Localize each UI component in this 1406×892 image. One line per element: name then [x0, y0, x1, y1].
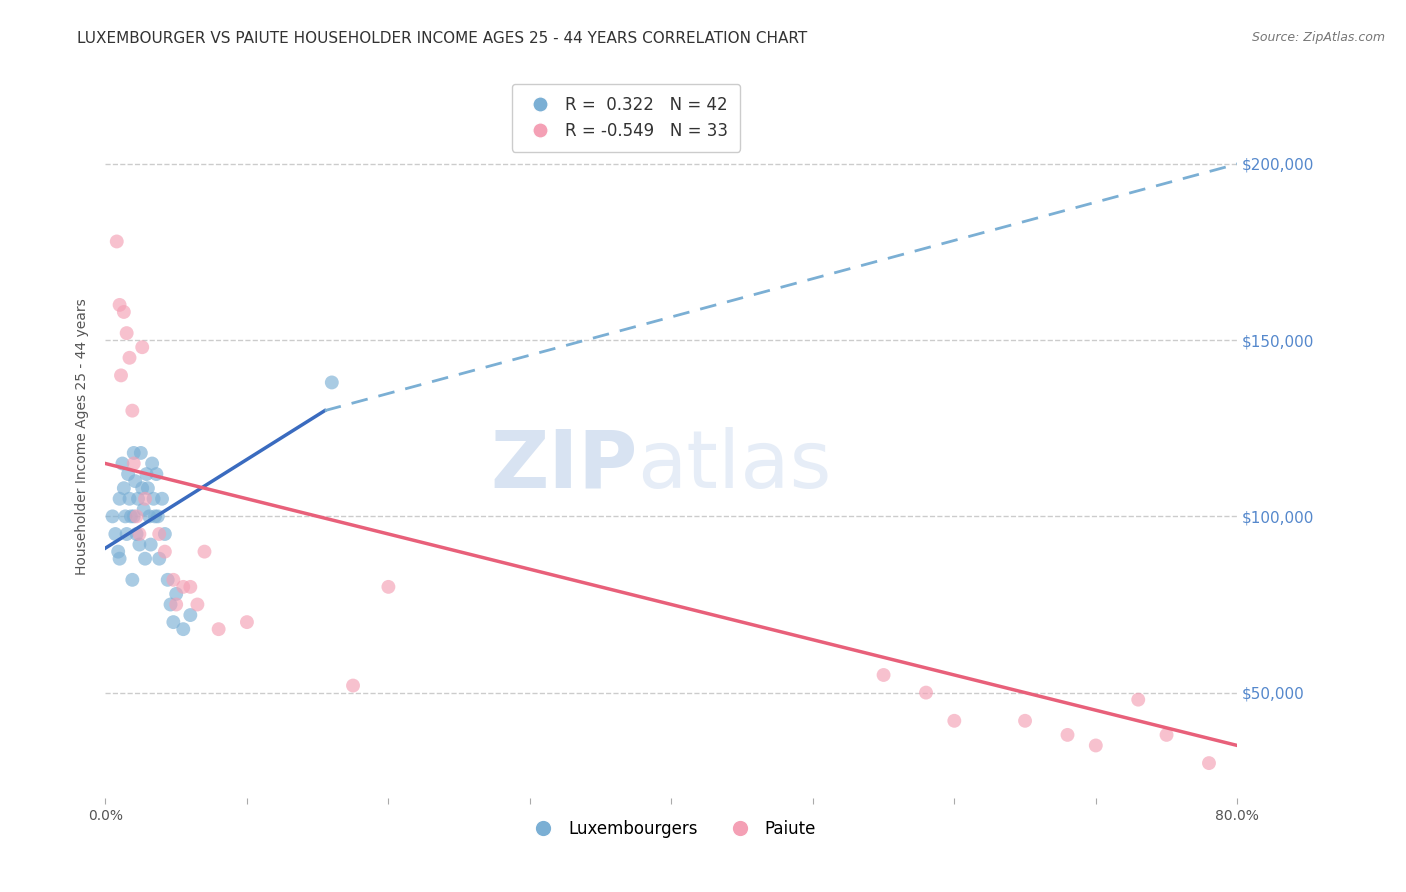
Point	[101, 509, 124, 524]
Point	[156, 573, 179, 587]
Point	[872, 668, 894, 682]
Point	[125, 509, 148, 524]
Point	[118, 351, 141, 365]
Point	[107, 544, 129, 558]
Point	[128, 538, 150, 552]
Point	[142, 491, 165, 506]
Point	[112, 305, 135, 319]
Point	[165, 598, 187, 612]
Point	[115, 527, 138, 541]
Point	[138, 509, 160, 524]
Point	[1198, 756, 1220, 770]
Point	[943, 714, 966, 728]
Point	[1156, 728, 1178, 742]
Point	[159, 598, 181, 612]
Point	[129, 446, 152, 460]
Point	[117, 467, 139, 481]
Point	[121, 403, 143, 417]
Point	[1128, 692, 1150, 706]
Point	[153, 527, 176, 541]
Point	[153, 544, 176, 558]
Y-axis label: Householder Income Ages 25 - 44 years: Householder Income Ages 25 - 44 years	[76, 299, 90, 575]
Point	[186, 598, 208, 612]
Text: atlas: atlas	[637, 427, 832, 505]
Point	[146, 509, 169, 524]
Point	[141, 457, 163, 471]
Point	[128, 527, 150, 541]
Point	[114, 509, 136, 524]
Point	[132, 502, 155, 516]
Point	[342, 679, 364, 693]
Text: ZIP: ZIP	[491, 427, 637, 505]
Point	[179, 580, 201, 594]
Point	[122, 509, 145, 524]
Point	[136, 481, 159, 495]
Point	[139, 538, 162, 552]
Point	[193, 544, 215, 558]
Point	[208, 622, 231, 636]
Point	[121, 573, 143, 587]
Point	[172, 622, 194, 636]
Point	[148, 527, 170, 541]
Point	[1056, 728, 1078, 742]
Point	[108, 298, 131, 312]
Point	[162, 615, 184, 629]
Legend: Luxembourgers, Paiute: Luxembourgers, Paiute	[520, 813, 823, 844]
Point	[112, 481, 135, 495]
Point	[134, 551, 156, 566]
Point	[1084, 739, 1107, 753]
Point	[150, 491, 173, 506]
Point	[377, 580, 399, 594]
Point	[120, 509, 142, 524]
Point	[179, 608, 201, 623]
Point	[108, 491, 131, 506]
Point	[165, 587, 187, 601]
Point	[135, 467, 157, 481]
Point	[134, 491, 156, 506]
Point	[236, 615, 259, 629]
Point	[131, 481, 153, 495]
Point	[1014, 714, 1036, 728]
Point	[915, 685, 938, 699]
Point	[122, 457, 145, 471]
Point	[131, 340, 153, 354]
Point	[321, 376, 343, 390]
Point	[148, 551, 170, 566]
Point	[111, 457, 134, 471]
Text: Source: ZipAtlas.com: Source: ZipAtlas.com	[1251, 31, 1385, 45]
Point	[122, 446, 145, 460]
Point	[108, 551, 131, 566]
Point	[143, 509, 166, 524]
Point	[172, 580, 194, 594]
Point	[162, 573, 184, 587]
Point	[127, 491, 149, 506]
Point	[115, 326, 138, 340]
Text: LUXEMBOURGER VS PAIUTE HOUSEHOLDER INCOME AGES 25 - 44 YEARS CORRELATION CHART: LUXEMBOURGER VS PAIUTE HOUSEHOLDER INCOM…	[77, 31, 807, 46]
Point	[105, 235, 128, 249]
Point	[145, 467, 167, 481]
Point	[118, 491, 141, 506]
Point	[125, 527, 148, 541]
Point	[104, 527, 127, 541]
Point	[110, 368, 132, 383]
Point	[124, 474, 146, 488]
